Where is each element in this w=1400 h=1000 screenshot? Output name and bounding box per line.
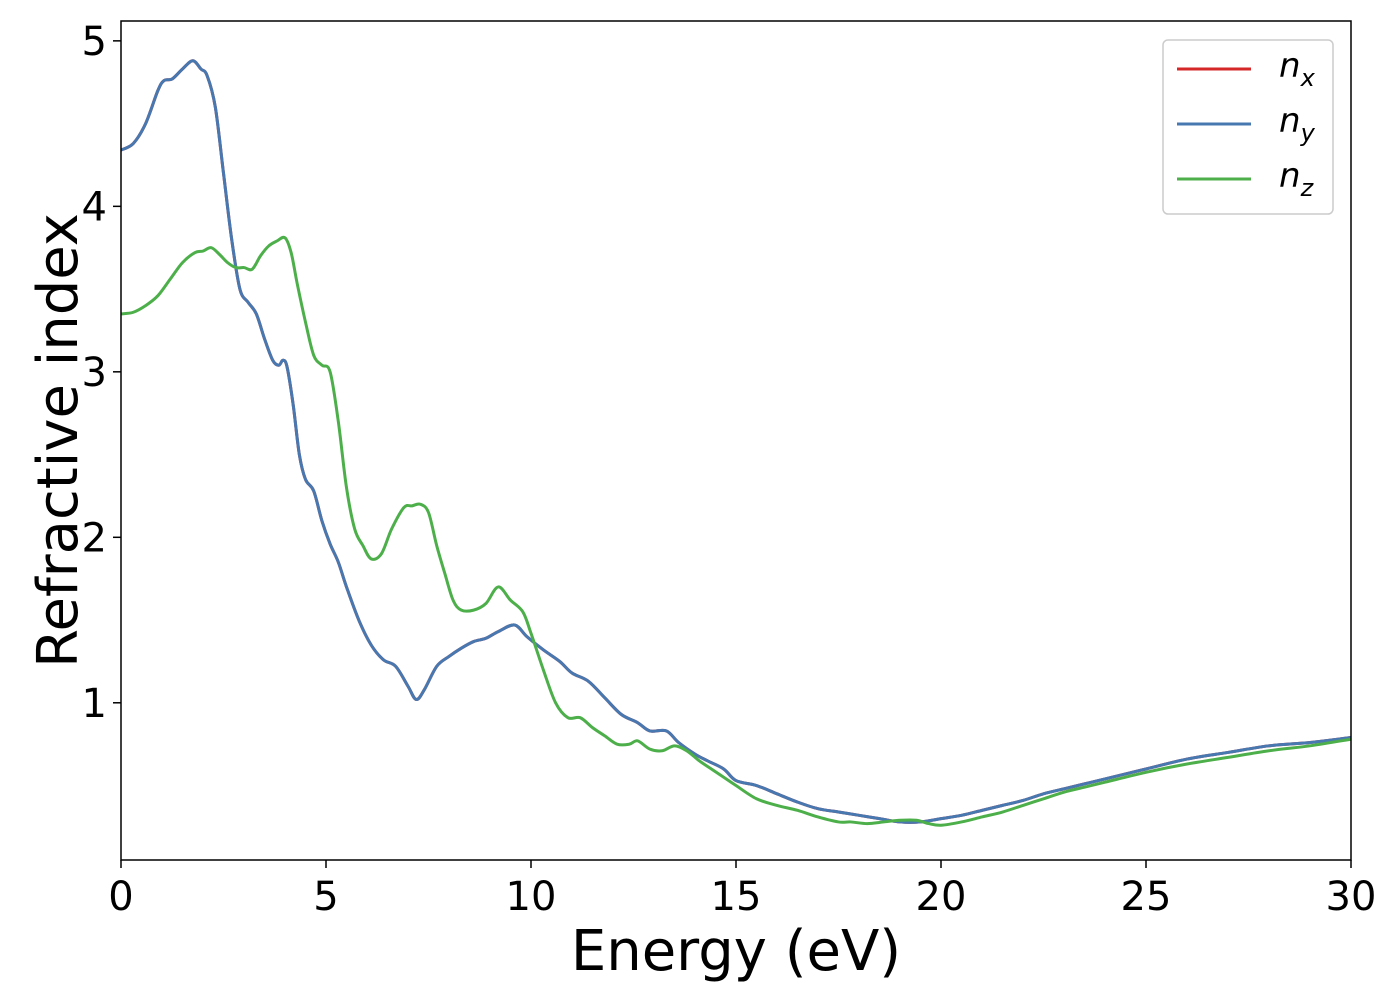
y-tick-label: 5 — [82, 19, 107, 65]
x-tick-label: 30 — [1326, 874, 1377, 920]
legend-label-base: n — [1279, 46, 1301, 86]
x-tick-label: 25 — [1121, 874, 1172, 920]
y-tick-label: 4 — [82, 184, 107, 230]
legend-label-nz: nz — [1279, 156, 1315, 202]
legend-label-ny: ny — [1279, 101, 1316, 147]
x-tick-label: 10 — [506, 874, 557, 920]
legend-label-subscript: y — [1300, 119, 1316, 147]
y-axis: 1 2 3 4 5 — [82, 19, 121, 727]
legend-label-nx: nx — [1279, 46, 1316, 92]
y-tick-label: 1 — [82, 681, 107, 727]
x-tick-label: 20 — [916, 874, 967, 920]
y-tick-label: 2 — [82, 515, 107, 561]
series-line-ny — [121, 59, 1351, 824]
legend-label-base: n — [1279, 156, 1301, 196]
y-tick-label: 3 — [82, 350, 107, 396]
x-axis-label: Energy (eV) — [571, 919, 901, 984]
x-tick-label: 0 — [108, 874, 133, 920]
legend-box — [1162, 39, 1334, 215]
legend-label-subscript: x — [1300, 64, 1316, 92]
y-axis-label: Refractive index — [26, 213, 91, 668]
x-axis: 0 5 10 15 20 25 30 — [108, 860, 1376, 920]
series-layer — [121, 59, 1351, 827]
legend-label-subscript: z — [1300, 174, 1315, 202]
legend-label-base: n — [1279, 101, 1301, 141]
series-line-nz — [121, 235, 1351, 827]
x-tick-label: 5 — [313, 874, 338, 920]
x-tick-label: 15 — [711, 874, 762, 920]
